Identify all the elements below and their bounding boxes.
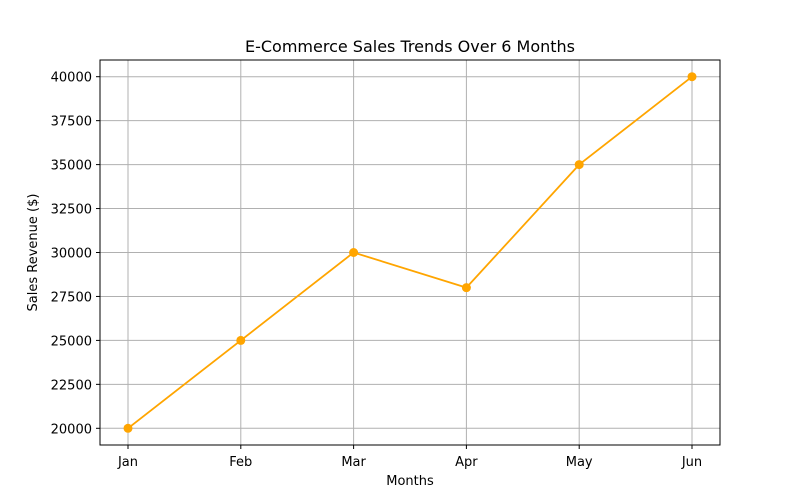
x-tick-label: May <box>566 455 593 470</box>
x-tick-label: Jun <box>681 455 702 470</box>
x-axis-ticks: Jan Feb Mar Apr May Jun <box>117 445 702 470</box>
y-tick-label: 30000 <box>51 247 92 262</box>
y-tick-label: 22500 <box>51 378 92 393</box>
series-line <box>127 75 693 430</box>
x-tick-label: Feb <box>229 455 252 470</box>
data-point-marker <box>574 160 584 170</box>
series-group <box>123 72 697 433</box>
data-point-marker <box>687 72 697 82</box>
data-point-marker <box>236 335 246 345</box>
x-tick-label: Jan <box>117 455 138 470</box>
y-axis-ticks: 20000 22500 25000 27500 30000 32500 35000 37500… <box>51 71 100 437</box>
data-point-marker <box>123 423 133 433</box>
x-tick-label: Mar <box>341 455 366 470</box>
y-tick-label: 20000 <box>51 422 92 437</box>
y-tick-label: 32500 <box>51 203 92 218</box>
x-tick-label: Apr <box>455 455 478 470</box>
data-point-marker <box>461 283 471 293</box>
y-tick-label: 35000 <box>51 159 92 174</box>
x-axis-label: Months <box>386 474 434 489</box>
chart-title: E-Commerce Sales Trends Over 6 Months <box>245 37 575 56</box>
y-tick-label: 37500 <box>51 115 92 130</box>
grid-lines <box>100 60 720 445</box>
y-tick-label: 25000 <box>51 334 92 349</box>
y-tick-label: 27500 <box>51 290 92 305</box>
data-point-marker <box>349 248 359 257</box>
y-tick-label: 40000 <box>51 71 92 86</box>
y-axis-label: Sales Revenue ($) <box>26 194 41 312</box>
